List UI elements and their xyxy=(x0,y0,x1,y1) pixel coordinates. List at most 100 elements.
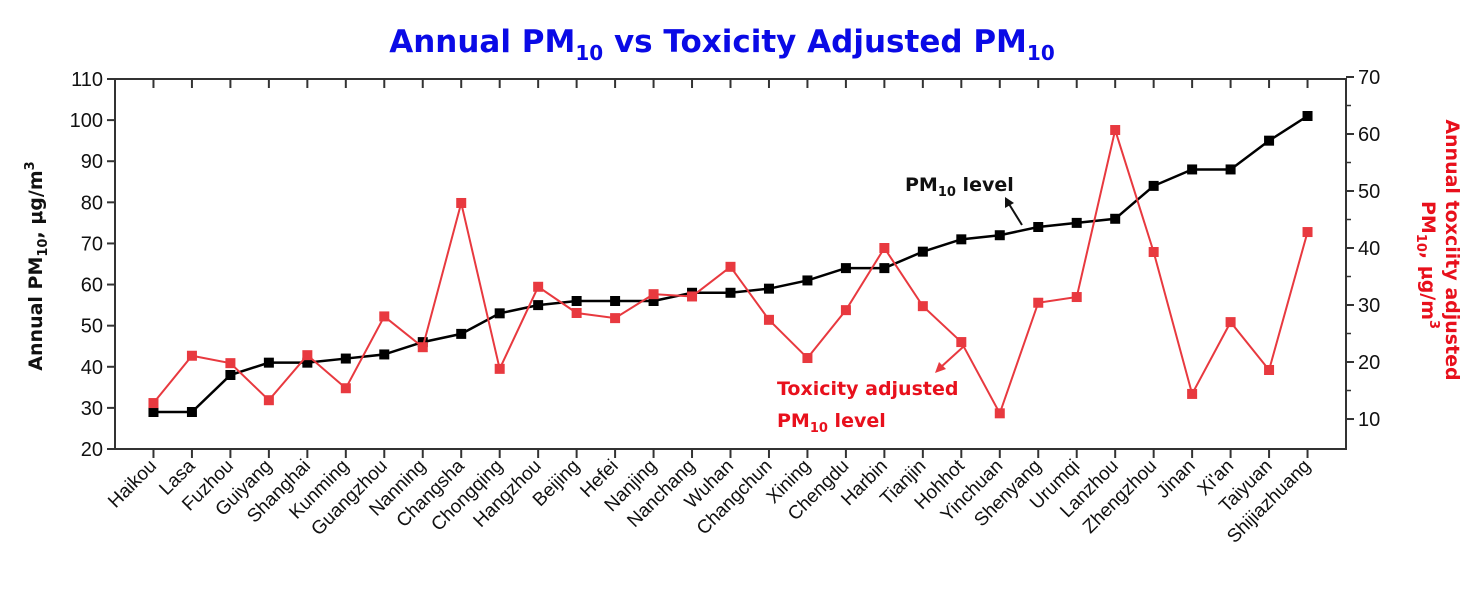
left-tick-label: 100 xyxy=(70,110,103,132)
title-part-2: vs Toxicity Adjusted PM xyxy=(603,24,1027,60)
annotation-toxicity-rest: level xyxy=(828,410,886,432)
annotation-toxicity-subscript: 10 xyxy=(810,421,828,436)
data-point xyxy=(263,395,274,406)
data-point xyxy=(725,287,736,298)
data-point xyxy=(802,353,813,364)
left-axis-title-part-2: , μg/m xyxy=(25,170,47,238)
data-point xyxy=(148,398,159,409)
annotation-pm10-rest: level xyxy=(956,174,1014,196)
left-axis-title-subscript: 10 xyxy=(36,239,51,257)
data-point xyxy=(417,337,428,348)
data-point xyxy=(917,301,928,312)
data-point xyxy=(1302,227,1313,238)
right-axis-title-line-1: Annual toxciity adjusted xyxy=(1441,119,1463,380)
data-point xyxy=(879,263,890,274)
data-point xyxy=(1110,125,1121,136)
right-tick-label: 20 xyxy=(1358,352,1380,374)
data-point xyxy=(225,370,236,380)
data-point xyxy=(648,296,659,306)
data-point xyxy=(456,197,467,208)
left-tick-label: 90 xyxy=(81,151,103,173)
data-point xyxy=(1225,317,1236,328)
title-subscript-1: 10 xyxy=(575,41,603,65)
data-point xyxy=(494,308,505,319)
data-point xyxy=(1187,164,1198,175)
data-point xyxy=(571,307,582,318)
right-tick-label: 50 xyxy=(1358,181,1380,203)
data-point xyxy=(840,305,851,316)
annotation-pm10-main: PM xyxy=(905,174,938,196)
data-point xyxy=(533,300,544,311)
data-point xyxy=(263,357,274,368)
left-axis-title: Annual PM10, μg/m3 xyxy=(23,161,51,370)
annotation-pm10-subscript: 10 xyxy=(938,185,956,200)
right-axis-title-superscript: 3 xyxy=(1426,320,1441,329)
annotation-pm10-arrow-line xyxy=(1008,203,1023,226)
data-point xyxy=(1071,217,1082,228)
annotation-toxicity-main: PM xyxy=(777,410,810,432)
series-pm10 xyxy=(148,111,1313,417)
data-point xyxy=(379,311,390,322)
data-point xyxy=(340,353,351,364)
left-tick-label: 40 xyxy=(81,357,103,379)
data-point xyxy=(1033,297,1044,308)
data-point xyxy=(302,350,313,361)
data-point xyxy=(571,296,582,306)
left-tick-label: 70 xyxy=(81,233,103,255)
data-point xyxy=(1187,388,1198,399)
annotation-toxicity-line-1: Toxicity adjusted xyxy=(777,378,958,400)
data-point xyxy=(994,408,1005,419)
left-axis-title-superscript: 3 xyxy=(23,161,38,170)
annotation-toxicity-line-2: PM10 level xyxy=(777,410,886,436)
x-tick-label: Jinan xyxy=(1153,456,1200,503)
data-point xyxy=(956,234,967,245)
data-point xyxy=(186,350,197,361)
chart-title: Annual PM10 vs Toxicity Adjusted PM10 xyxy=(389,24,1055,65)
series-toxicity-adjusted xyxy=(148,125,1313,419)
data-point xyxy=(340,383,351,394)
right-tick-label: 10 xyxy=(1358,409,1380,431)
right-tick-label: 30 xyxy=(1358,295,1380,317)
data-point xyxy=(1071,292,1082,303)
annotation-toxicity-arrowhead xyxy=(935,362,946,373)
data-point xyxy=(494,363,505,374)
right-axis-title-part-1: PM xyxy=(1417,201,1439,234)
title-subscript-2: 10 xyxy=(1027,41,1055,65)
data-point xyxy=(610,313,621,324)
data-point xyxy=(186,407,197,417)
data-point xyxy=(802,275,813,286)
right-axis-title-subscript: 10 xyxy=(1413,234,1428,252)
data-point xyxy=(1264,364,1275,375)
data-point xyxy=(840,263,851,274)
data-point xyxy=(1225,164,1236,175)
data-point xyxy=(456,328,467,339)
x-axis: HaikouLasaFuzhouGuiyangShanghaiKunmingGu… xyxy=(104,79,1315,547)
data-point xyxy=(533,281,544,292)
left-tick-label: 110 xyxy=(71,69,103,91)
right-tick-label: 60 xyxy=(1358,124,1380,146)
data-point xyxy=(763,283,774,294)
right-axis-title-line-2: PM10, μg/m3 xyxy=(1413,201,1441,329)
left-tick-label: 80 xyxy=(81,192,103,214)
data-point xyxy=(1033,222,1044,232)
left-tick-label: 30 xyxy=(81,398,103,420)
data-point xyxy=(225,358,236,369)
right-axis: 10 20 30 40 50 60 70 xyxy=(1346,67,1380,431)
left-tick-label: 50 xyxy=(81,316,103,338)
data-point xyxy=(994,230,1005,241)
data-point xyxy=(879,243,890,254)
data-point xyxy=(956,337,967,348)
data-point xyxy=(610,296,621,306)
left-axis: 20 30 40 50 60 70 80 90 100 110 xyxy=(70,69,115,461)
data-point xyxy=(1302,111,1313,121)
right-tick-label: 70 xyxy=(1358,67,1380,89)
title-part-1: Annual PM xyxy=(389,24,575,60)
data-point xyxy=(148,407,159,417)
data-point xyxy=(1264,135,1275,146)
left-tick-label: 20 xyxy=(81,439,103,461)
data-point xyxy=(379,349,390,360)
data-point xyxy=(1148,180,1159,191)
data-point xyxy=(302,357,313,368)
annotation-pm10-arrowhead xyxy=(1005,197,1014,208)
